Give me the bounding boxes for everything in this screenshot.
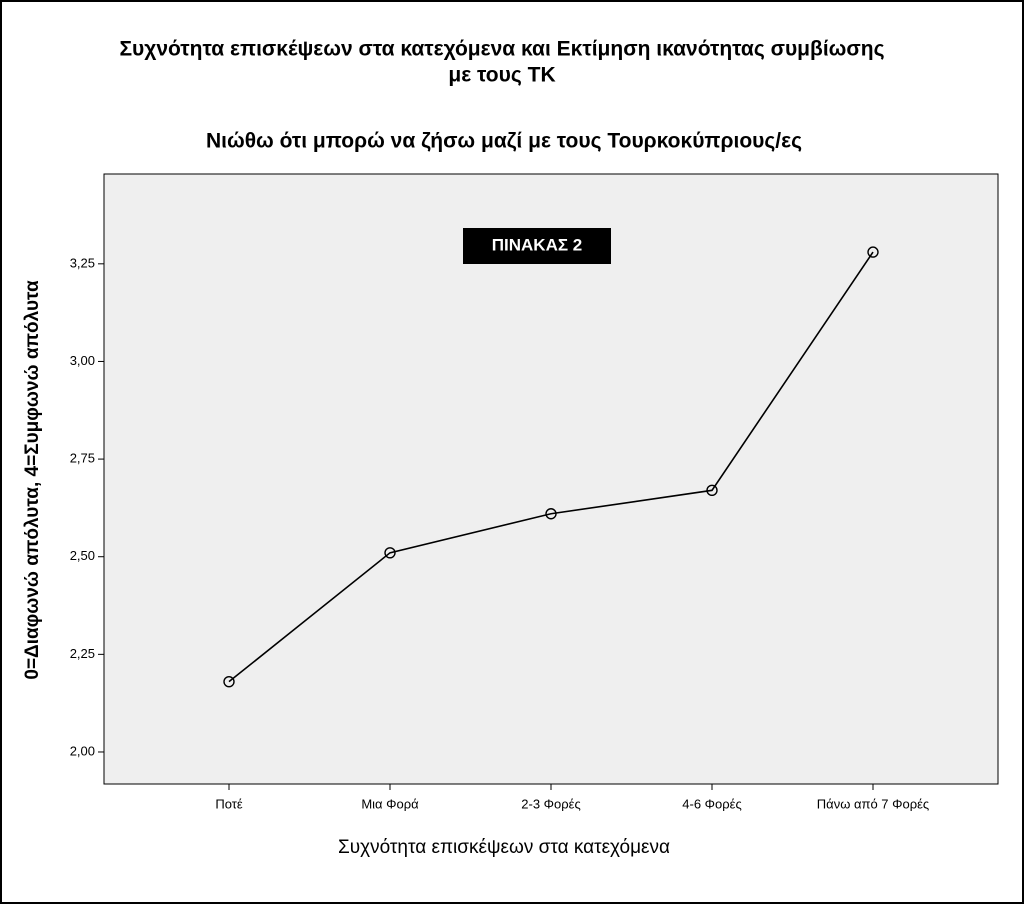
y-tick-label: 2,25	[70, 646, 95, 661]
y-tick-label: 3,25	[70, 255, 95, 270]
chart-title: Συχνότητα επισκέψεων στα κατεχόμενα και …	[119, 38, 884, 61]
y-tick-label: 2,50	[70, 548, 95, 563]
chart-title: με τους ΤΚ	[448, 64, 555, 87]
x-tick-label: 2-3 Φορές	[521, 796, 580, 811]
x-tick-label: 4-6 Φορές	[682, 796, 741, 811]
annotation: ΠΙΝΑΚΑΣ 2	[492, 235, 583, 254]
point	[706, 484, 718, 497]
point	[384, 547, 396, 559]
x-axis-label: Συχνότητα επισκέψεων στα κατεχόμενα	[338, 837, 670, 858]
point	[867, 246, 879, 258]
point	[545, 508, 557, 520]
plot-area	[103, 173, 999, 785]
x-tick-label: Μια Φορά	[361, 796, 419, 811]
x-tick-label: Πάνω από 7 Φορές	[817, 796, 929, 811]
y-tick-label: 2,00	[70, 743, 95, 758]
y-tick-label: 3,00	[70, 353, 95, 368]
y-tick-label: 2,75	[70, 451, 95, 466]
line	[228, 251, 874, 683]
chart-subtitle: Νιώθω ότι μπορώ να ζήσω μαζί με τους Του…	[206, 130, 802, 153]
x-tick-label: Ποτέ	[215, 796, 243, 811]
y-axis-label: 0=Διαφωνώ απόλυτα, 4=Συμφωνώ απόλυτα	[22, 280, 43, 680]
annotation-box	[463, 228, 611, 264]
point	[223, 675, 235, 688]
